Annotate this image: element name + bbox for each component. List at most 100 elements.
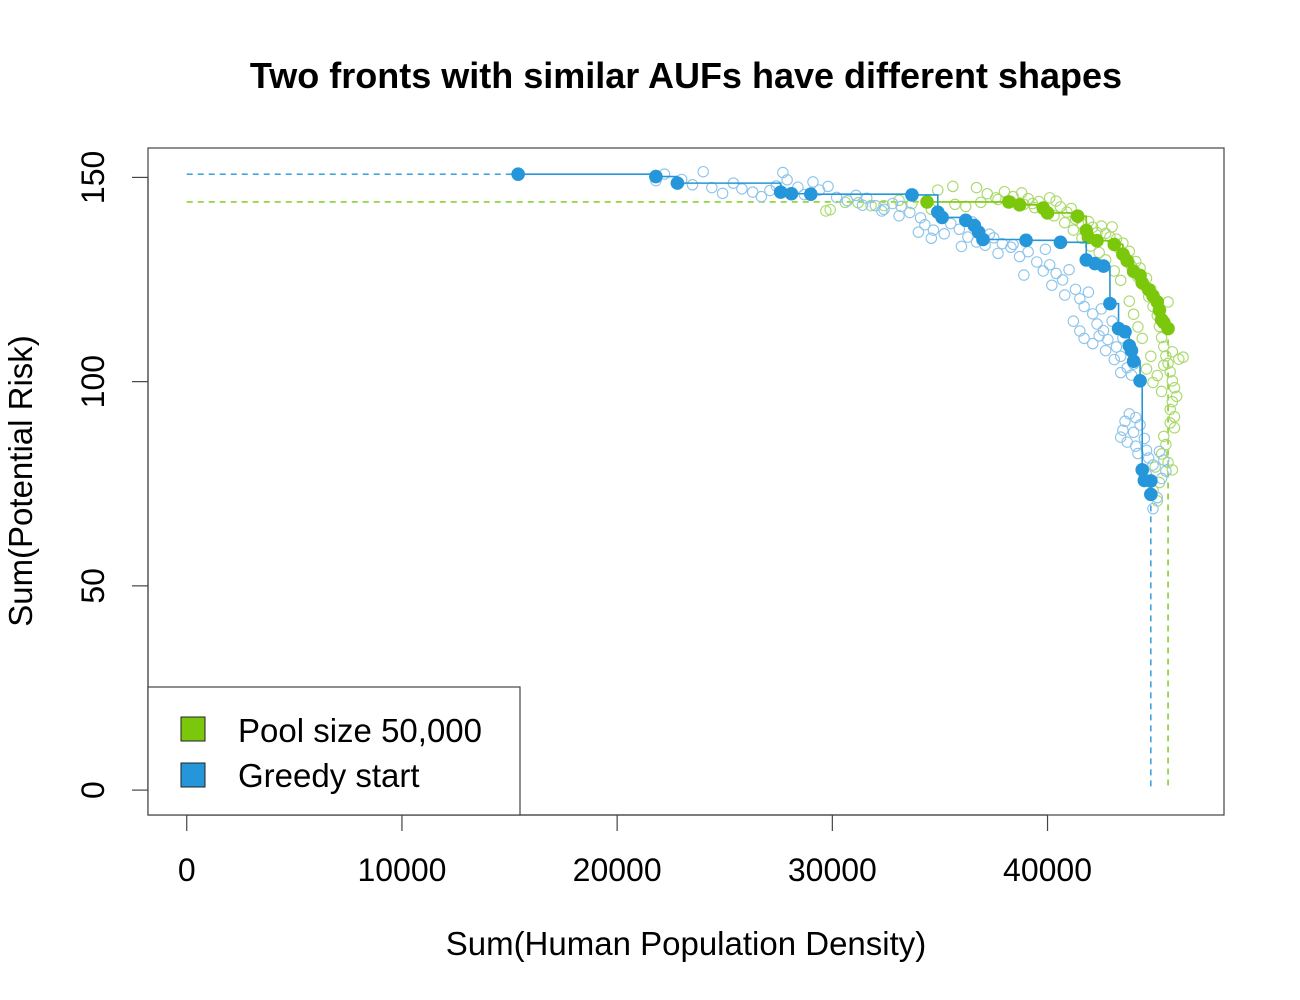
front-point-greedy bbox=[773, 185, 788, 199]
candidate-point-greedy bbox=[962, 231, 974, 243]
front-point-greedy bbox=[511, 167, 525, 181]
candidate-point-greedy bbox=[1039, 243, 1052, 256]
candidate-point-pool bbox=[820, 205, 832, 217]
candidate-point-greedy bbox=[1091, 318, 1103, 330]
x-tick-label: 10000 bbox=[357, 852, 446, 888]
candidate-point-pool bbox=[1164, 366, 1176, 378]
candidate-point-pool bbox=[839, 196, 851, 209]
candidate-point-greedy bbox=[697, 165, 709, 178]
candidate-point-greedy bbox=[716, 187, 729, 200]
front-point-pool bbox=[1107, 237, 1122, 252]
candidate-point-greedy bbox=[822, 180, 834, 193]
front-point-greedy bbox=[1144, 474, 1158, 488]
front-point-greedy bbox=[905, 188, 919, 202]
candidate-point-greedy bbox=[1086, 337, 1099, 350]
candidate-point-greedy bbox=[1147, 502, 1159, 515]
candidate-point-greedy bbox=[919, 219, 931, 231]
candidate-point-greedy bbox=[1106, 315, 1118, 327]
candidate-point-greedy bbox=[1063, 263, 1075, 276]
candidate-point-greedy bbox=[1059, 289, 1071, 301]
candidate-point-pool bbox=[1157, 359, 1170, 372]
y-axis: 0 50 100 150 bbox=[75, 151, 149, 799]
candidate-point-greedy bbox=[1142, 452, 1155, 464]
candidate-point-greedy bbox=[706, 181, 718, 194]
candidate-point-pool bbox=[878, 199, 890, 212]
candidate-point-pool bbox=[1151, 369, 1164, 382]
candidate-point-greedy bbox=[1160, 465, 1172, 477]
candidate-point-pool bbox=[932, 184, 944, 196]
y-tick-label: 50 bbox=[75, 568, 111, 604]
candidate-point-greedy bbox=[1069, 283, 1082, 296]
candidate-point-pool bbox=[1145, 350, 1157, 363]
front-point-greedy bbox=[1053, 235, 1068, 250]
front-point-greedy bbox=[1019, 233, 1033, 248]
candidate-point-greedy bbox=[1127, 426, 1140, 439]
candidate-point-greedy bbox=[953, 223, 966, 236]
candidate-point-pool bbox=[893, 194, 905, 207]
candidate-point-greedy bbox=[1082, 286, 1095, 298]
front-point-greedy bbox=[1144, 487, 1158, 502]
front-point-greedy bbox=[1135, 463, 1150, 477]
candidate-point-pool bbox=[1067, 224, 1080, 236]
candidate-point-greedy bbox=[1005, 241, 1017, 254]
candidate-point-greedy bbox=[1031, 256, 1043, 268]
candidate-point-pool bbox=[1155, 331, 1168, 344]
candidate-point-greedy bbox=[1022, 245, 1034, 258]
candidate-point-pool bbox=[1059, 216, 1071, 229]
candidate-point-pool bbox=[960, 200, 972, 213]
candidate-point-greedy bbox=[1078, 332, 1090, 345]
legend-box bbox=[147, 686, 521, 816]
candidate-point-greedy bbox=[1093, 330, 1105, 342]
candidate-point-pool bbox=[1136, 332, 1148, 345]
front-point-pool bbox=[1012, 197, 1027, 212]
front-point-greedy bbox=[1096, 259, 1111, 273]
candidate-point-greedy bbox=[893, 210, 905, 222]
y-tick-label: 100 bbox=[75, 355, 111, 408]
front-point-greedy bbox=[670, 176, 685, 190]
front-point-greedy bbox=[1103, 296, 1117, 311]
candidate-point-greedy bbox=[1037, 265, 1049, 277]
candidate-point-greedy bbox=[1007, 238, 1019, 251]
candidate-point-greedy bbox=[1067, 315, 1080, 327]
candidate-point-greedy bbox=[927, 224, 940, 236]
front-point-pool bbox=[920, 195, 934, 209]
candidate-point-greedy bbox=[861, 192, 873, 204]
front-point-greedy bbox=[784, 186, 799, 201]
candidate-point-pool bbox=[1168, 411, 1181, 423]
candidate-point-greedy bbox=[944, 217, 957, 230]
front-point-pool bbox=[1040, 206, 1055, 220]
legend-swatch-pool bbox=[180, 716, 206, 742]
candidate-point-pool bbox=[1147, 376, 1159, 389]
candidate-point-greedy bbox=[878, 203, 890, 216]
y-tick-label: 0 bbox=[75, 781, 111, 799]
candidate-point-greedy bbox=[1147, 459, 1159, 471]
candidate-point-greedy bbox=[1078, 300, 1090, 313]
candidate-point-pool bbox=[1106, 221, 1118, 233]
candidate-point-pool bbox=[1155, 385, 1168, 398]
candidate-point-greedy bbox=[1056, 274, 1069, 286]
pareto-fronts bbox=[511, 167, 1175, 502]
candidate-point-greedy bbox=[1050, 267, 1062, 280]
front-point-pool bbox=[1090, 233, 1104, 248]
candidate-point-pool bbox=[1108, 265, 1120, 277]
candidate-point-greedy bbox=[807, 176, 819, 188]
x-axis-label: Sum(Human Population Density) bbox=[446, 925, 927, 962]
candidate-point-greedy bbox=[1110, 341, 1123, 353]
candidate-point-greedy bbox=[1018, 269, 1030, 281]
front-point-greedy bbox=[1133, 374, 1147, 388]
front-point-greedy bbox=[1126, 354, 1141, 369]
candidate-points bbox=[650, 165, 1189, 515]
candidate-point-greedy bbox=[992, 247, 1004, 260]
candidate-point-greedy bbox=[830, 191, 843, 204]
front-point-pool bbox=[1120, 253, 1134, 268]
candidate-point-pool bbox=[990, 192, 1002, 204]
legend-label-pool: Pool size 50,000 bbox=[238, 712, 482, 749]
front-point-pool bbox=[1161, 321, 1175, 336]
x-tick-label: 40000 bbox=[1003, 852, 1092, 888]
candidate-point-greedy bbox=[1140, 444, 1153, 457]
candidate-point-pool bbox=[1177, 351, 1189, 363]
front-point-greedy bbox=[804, 187, 818, 201]
candidate-point-greedy bbox=[1108, 353, 1120, 366]
candidate-point-pool bbox=[1166, 375, 1179, 387]
